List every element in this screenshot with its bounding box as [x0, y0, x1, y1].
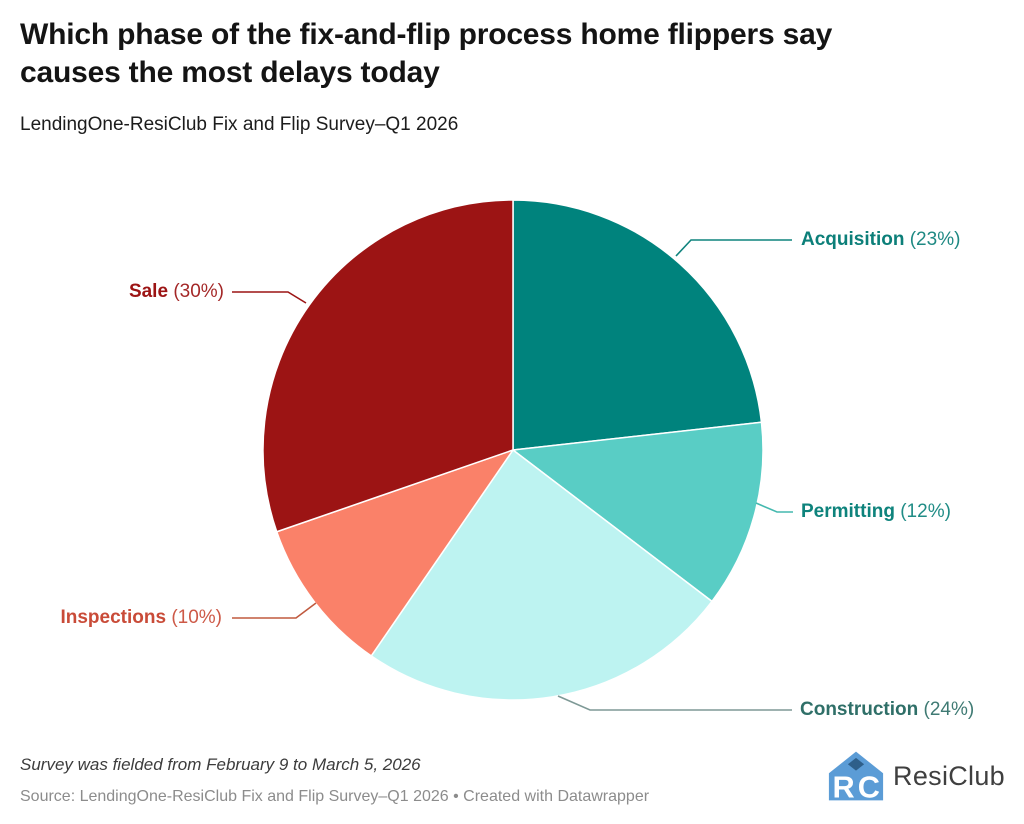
callout-construction-value: (24%) — [923, 699, 975, 720]
resiclub-logo-house — [828, 751, 884, 801]
callout-permitting: Permitting (12%) — [801, 500, 951, 524]
callout-construction: Construction (24%) — [800, 698, 974, 722]
resiclub-logo-text: ResiClub — [893, 760, 1005, 791]
leader-line-acquisition — [675, 239, 792, 257]
callout-construction-label: Construction — [800, 699, 919, 720]
callout-acquisition-value: (23%) — [909, 229, 961, 250]
pie-chart — [232, 199, 793, 711]
callout-permitting-value: (12%) — [900, 501, 951, 522]
callout-permitting-label: Permitting — [801, 501, 895, 522]
leader-line-sale — [232, 291, 307, 304]
chart-title: Which phase of the fix-and-flip process … — [20, 18, 833, 90]
callout-sale-label: Sale — [128, 281, 169, 302]
chart-subtitle: LendingOne-ResiClub Fix and Flip Survey–… — [20, 113, 459, 135]
resiclub-logo-roof-accent — [847, 757, 865, 771]
survey-note: Survey was fielded from February 9 to Ma… — [20, 755, 421, 774]
pie-slice-acquisition[interactable] — [512, 199, 763, 451]
svg-text:C: C — [858, 770, 880, 802]
callout-acquisition-label: Acquisition — [801, 229, 905, 250]
svg-text:R: R — [833, 770, 855, 802]
resiclub-house-icon: R C — [828, 751, 884, 802]
callout-inspections-label: Inspections — [60, 607, 167, 628]
source-line: Source: LendingOne-ResiClub Fix and Flip… — [20, 788, 650, 805]
pie-slice-sale[interactable] — [262, 199, 514, 533]
leader-line-permitting — [755, 502, 793, 513]
leader-line-construction — [557, 695, 792, 711]
callout-acquisition: Acquisition (23%) — [801, 228, 960, 252]
callout-sale-value: (30%) — [173, 281, 224, 302]
pie-slice-construction[interactable] — [370, 449, 713, 701]
pie-chart-area: Acquisition (23%) Permitting (12%) Const… — [0, 175, 1024, 745]
callout-sale: Sale (30%) — [129, 280, 224, 304]
pie-slice-inspections[interactable] — [276, 449, 514, 657]
callout-inspections: Inspections (10%) — [60, 606, 222, 630]
pie-slice-permitting[interactable] — [512, 421, 764, 603]
chart-header: Which phase of the fix-and-flip process … — [20, 16, 980, 136]
leader-line-inspections — [232, 602, 317, 619]
callout-inspections-value: (10%) — [171, 607, 222, 628]
resiclub-logo: R C ResiClub — [828, 750, 1005, 802]
